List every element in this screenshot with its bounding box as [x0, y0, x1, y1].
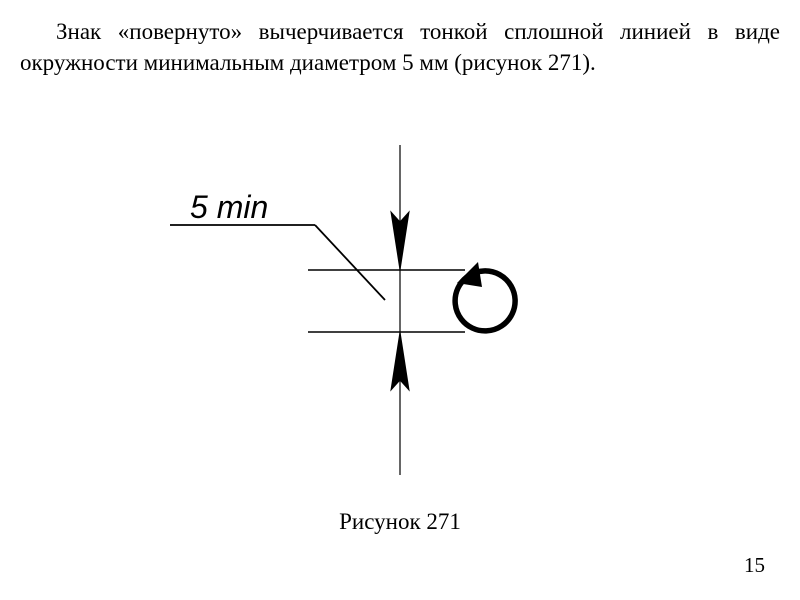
dimension-label: 5 min [190, 189, 268, 225]
diagram: 5 min [0, 140, 800, 480]
rotation-symbol-arrowhead [457, 262, 482, 287]
page-number: 15 [744, 553, 765, 578]
leader-diagonal [315, 225, 385, 300]
figure-caption: Рисунок 271 [0, 509, 800, 535]
body-paragraph: Знак «повернуто» вычерчивается тонкой сп… [20, 16, 780, 78]
